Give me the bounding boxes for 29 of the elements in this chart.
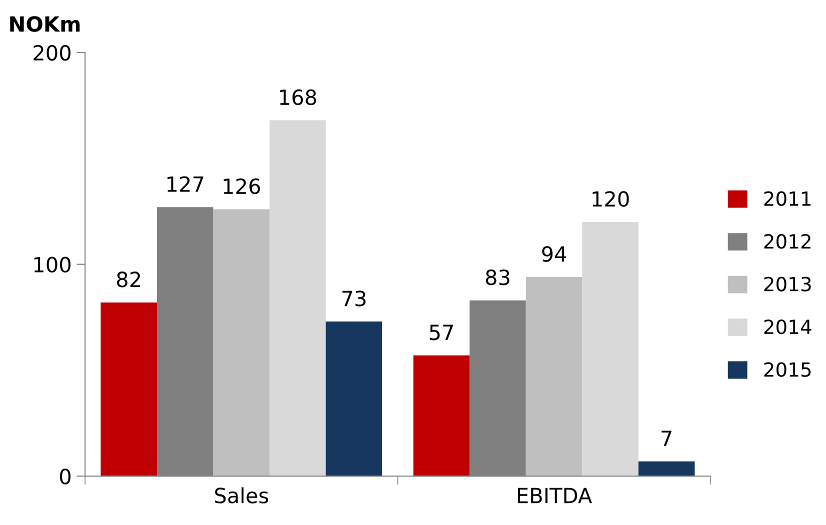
data-label: 127 xyxy=(168,176,204,192)
data-label: 57 xyxy=(430,324,453,340)
data-label: 168 xyxy=(280,89,316,106)
data-label: 120 xyxy=(592,191,629,207)
bar xyxy=(413,355,470,476)
data-label: 82 xyxy=(117,272,140,288)
bar xyxy=(526,277,582,476)
legend-label: 2012 xyxy=(764,234,810,249)
legend-label: 2013 xyxy=(764,276,811,292)
bar xyxy=(270,120,326,476)
bar xyxy=(213,209,270,476)
y-tick-label: 200 xyxy=(34,44,70,61)
x-tick-label: Sales xyxy=(215,487,268,504)
data-label: 73 xyxy=(342,290,366,306)
bar xyxy=(100,302,157,476)
legend-label: 2011 xyxy=(764,191,811,206)
y-tick-label: 0 xyxy=(60,468,70,484)
bar xyxy=(638,461,695,476)
y-tick-label: 100 xyxy=(34,256,70,273)
legend-label: 2015 xyxy=(764,362,811,377)
data-label: 7 xyxy=(662,430,672,446)
data-label: 83 xyxy=(486,269,510,286)
y-axis-title: NOKm xyxy=(10,16,80,32)
x-tick-label: EBITDA xyxy=(518,488,592,504)
bar xyxy=(582,222,638,476)
data-label: 126 xyxy=(224,178,260,194)
bar xyxy=(326,322,382,476)
legend-label: 2014 xyxy=(764,319,812,334)
data-label: 94 xyxy=(542,246,566,262)
